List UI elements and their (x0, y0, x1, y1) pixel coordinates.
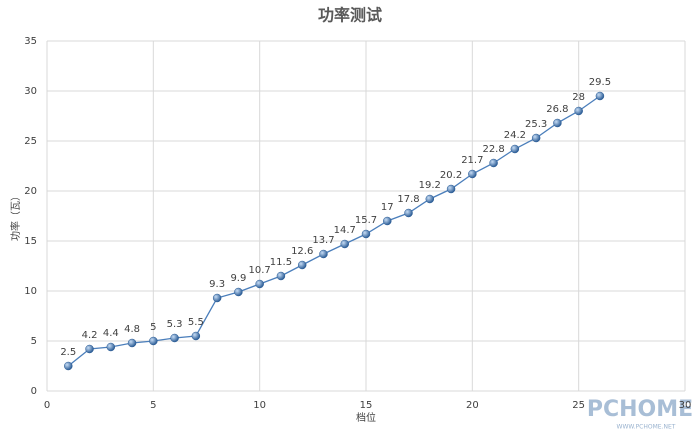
data-point (468, 169, 477, 179)
x-tick-label: 25 (572, 400, 585, 411)
y-axis-label: 功率（瓦） (9, 191, 22, 241)
data-label: 13.7 (312, 235, 334, 246)
data-point (489, 158, 498, 168)
x-tick-label: 5 (150, 400, 156, 411)
data-label: 22.8 (482, 144, 504, 155)
x-tick-label: 15 (360, 400, 373, 411)
data-label: 21.7 (461, 155, 483, 166)
x-tick-label: 0 (44, 400, 50, 411)
data-point (276, 271, 286, 281)
watermark-url: WWW.PCHOME.NET (617, 424, 676, 431)
data-point (340, 239, 349, 249)
data-label: 9.3 (209, 279, 225, 290)
data-label: 26.8 (546, 104, 568, 115)
y-tick-label: 10 (24, 286, 37, 297)
data-point (234, 287, 243, 297)
data-label: 10.7 (249, 265, 271, 276)
data-point (255, 279, 264, 289)
data-point (425, 194, 435, 204)
data-label: 29.5 (589, 77, 611, 88)
data-label: 17.8 (397, 194, 419, 205)
data-point (64, 361, 73, 371)
y-tick-label: 30 (24, 86, 37, 97)
data-point (446, 184, 456, 194)
data-point (149, 336, 158, 346)
data-label: 14.7 (334, 225, 356, 236)
x-tick-label: 10 (253, 400, 266, 411)
data-label: 5.3 (167, 319, 183, 330)
y-tick-label: 0 (31, 386, 37, 397)
x-tick-label: 20 (466, 400, 479, 411)
chart-title: 功率测试 (318, 6, 382, 25)
watermark: PCHOME (587, 397, 693, 422)
data-point (361, 229, 371, 239)
data-label: 25.3 (525, 119, 547, 130)
y-tick-label: 5 (31, 336, 37, 347)
data-label: 12.6 (291, 246, 313, 257)
data-point (553, 118, 562, 128)
data-point (574, 106, 583, 116)
data-label: 5.5 (188, 317, 204, 328)
data-label: 17 (381, 202, 394, 213)
data-point (319, 249, 328, 259)
data-point (383, 216, 392, 226)
y-tick-label: 35 (24, 36, 37, 47)
x-tick-label: 30 (679, 400, 692, 411)
data-point (85, 344, 94, 354)
data-label: 4.8 (124, 324, 140, 335)
data-point (404, 208, 413, 218)
data-label: 5 (150, 322, 156, 333)
data-label: 4.4 (103, 328, 119, 339)
data-label: 28 (572, 92, 585, 103)
data-label: 15.7 (355, 215, 377, 226)
y-tick-label: 15 (24, 236, 37, 247)
data-point (191, 331, 201, 341)
y-tick-label: 25 (24, 136, 37, 147)
data-point (170, 333, 179, 343)
data-label: 24.2 (504, 130, 526, 141)
data-label: 9.9 (230, 273, 246, 284)
data-label: 19.2 (419, 180, 441, 191)
x-axis-label: 档位 (356, 411, 376, 424)
data-point (531, 133, 541, 143)
data-label: 4.2 (82, 330, 98, 341)
y-tick-label: 20 (24, 186, 37, 197)
data-label: 2.5 (60, 347, 76, 358)
data-point (595, 91, 605, 101)
data-point (212, 293, 222, 303)
data-point (510, 144, 520, 154)
data-point (127, 338, 137, 348)
data-point (297, 260, 307, 270)
data-label: 20.2 (440, 170, 462, 181)
data-label: 11.5 (270, 257, 292, 268)
data-point (106, 342, 116, 352)
